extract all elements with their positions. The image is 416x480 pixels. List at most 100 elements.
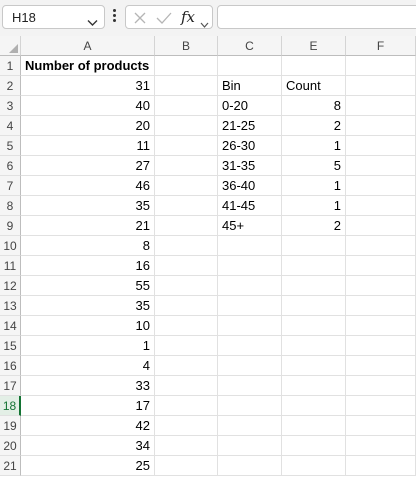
row-header[interactable]: 14 xyxy=(0,316,21,336)
cell-e2[interactable]: Count xyxy=(282,76,346,96)
cell-c18[interactable] xyxy=(218,396,282,416)
cell-c7[interactable]: 36-40 xyxy=(218,176,282,196)
column-header-f[interactable]: F xyxy=(346,36,416,56)
cell-b6[interactable] xyxy=(155,156,218,176)
cell-b15[interactable] xyxy=(155,336,218,356)
row-header[interactable]: 13 xyxy=(0,296,21,316)
cell-f17[interactable] xyxy=(346,376,416,396)
cell-f1[interactable] xyxy=(346,56,416,76)
cell-a16[interactable]: 4 xyxy=(21,356,155,376)
cell-e4[interactable]: 2 xyxy=(282,116,346,136)
cell-e14[interactable] xyxy=(282,316,346,336)
cell-a12[interactable]: 55 xyxy=(21,276,155,296)
cell-e9[interactable]: 2 xyxy=(282,216,346,236)
cell-f11[interactable] xyxy=(346,256,416,276)
cell-c13[interactable] xyxy=(218,296,282,316)
cell-a19[interactable]: 42 xyxy=(21,416,155,436)
cell-f5[interactable] xyxy=(346,136,416,156)
row-header[interactable]: 16 xyxy=(0,356,21,376)
cell-a10[interactable]: 8 xyxy=(21,236,155,256)
row-header[interactable]: 5 xyxy=(0,136,21,156)
cell-b3[interactable] xyxy=(155,96,218,116)
column-header-e[interactable]: E xyxy=(282,36,346,56)
cell-c4[interactable]: 21-25 xyxy=(218,116,282,136)
cell-b9[interactable] xyxy=(155,216,218,236)
cell-e5[interactable]: 1 xyxy=(282,136,346,156)
cell-f8[interactable] xyxy=(346,196,416,216)
cell-c6[interactable]: 31-35 xyxy=(218,156,282,176)
cell-a8[interactable]: 35 xyxy=(21,196,155,216)
cell-c10[interactable] xyxy=(218,236,282,256)
cell-a6[interactable]: 27 xyxy=(21,156,155,176)
select-all-button[interactable] xyxy=(0,36,21,56)
cell-e8[interactable]: 1 xyxy=(282,196,346,216)
cell-a9[interactable]: 21 xyxy=(21,216,155,236)
cell-e17[interactable] xyxy=(282,376,346,396)
cell-e10[interactable] xyxy=(282,236,346,256)
cell-b1[interactable] xyxy=(155,56,218,76)
row-header[interactable]: 20 xyxy=(0,436,21,456)
cell-c1[interactable] xyxy=(218,56,282,76)
column-header-b[interactable]: B xyxy=(155,36,218,56)
row-header[interactable]: 11 xyxy=(0,256,21,276)
row-header[interactable]: 2 xyxy=(0,76,21,96)
cell-c12[interactable] xyxy=(218,276,282,296)
chevron-down-icon[interactable] xyxy=(87,14,98,32)
row-header[interactable]: 17 xyxy=(0,376,21,396)
cell-f20[interactable] xyxy=(346,436,416,456)
cell-b2[interactable] xyxy=(155,76,218,96)
cell-e11[interactable] xyxy=(282,256,346,276)
cell-e1[interactable] xyxy=(282,56,346,76)
cell-b4[interactable] xyxy=(155,116,218,136)
cell-a7[interactable]: 46 xyxy=(21,176,155,196)
cell-e6[interactable]: 5 xyxy=(282,156,346,176)
cell-b17[interactable] xyxy=(155,376,218,396)
cell-f4[interactable] xyxy=(346,116,416,136)
cell-a3[interactable]: 40 xyxy=(21,96,155,116)
cell-c8[interactable]: 41-45 xyxy=(218,196,282,216)
cell-c17[interactable] xyxy=(218,376,282,396)
cell-c14[interactable] xyxy=(218,316,282,336)
cell-f9[interactable] xyxy=(346,216,416,236)
cell-e15[interactable] xyxy=(282,336,346,356)
cell-c20[interactable] xyxy=(218,436,282,456)
row-header[interactable]: 10 xyxy=(0,236,21,256)
cell-b8[interactable] xyxy=(155,196,218,216)
more-options-icon[interactable] xyxy=(112,9,118,27)
cell-c11[interactable] xyxy=(218,256,282,276)
row-header[interactable]: 6 xyxy=(0,156,21,176)
row-header[interactable]: 7 xyxy=(0,176,21,196)
cell-b16[interactable] xyxy=(155,356,218,376)
cell-b12[interactable] xyxy=(155,276,218,296)
cell-a18[interactable]: 17 xyxy=(21,396,155,416)
cell-e19[interactable] xyxy=(282,416,346,436)
cell-a15[interactable]: 1 xyxy=(21,336,155,356)
cell-c21[interactable] xyxy=(218,456,282,476)
cell-f13[interactable] xyxy=(346,296,416,316)
chevron-down-icon[interactable] xyxy=(200,15,209,33)
cell-b21[interactable] xyxy=(155,456,218,476)
cell-a20[interactable]: 34 xyxy=(21,436,155,456)
cell-b14[interactable] xyxy=(155,316,218,336)
cell-f2[interactable] xyxy=(346,76,416,96)
cell-a4[interactable]: 20 xyxy=(21,116,155,136)
row-header[interactable]: 1 xyxy=(0,56,21,76)
cell-b18[interactable] xyxy=(155,396,218,416)
cell-c16[interactable] xyxy=(218,356,282,376)
cell-f15[interactable] xyxy=(346,336,416,356)
row-header[interactable]: 3 xyxy=(0,96,21,116)
cell-f10[interactable] xyxy=(346,236,416,256)
row-header[interactable]: 9 xyxy=(0,216,21,236)
cell-c5[interactable]: 26-30 xyxy=(218,136,282,156)
cancel-icon[interactable] xyxy=(133,11,147,30)
cell-e21[interactable] xyxy=(282,456,346,476)
cell-c15[interactable] xyxy=(218,336,282,356)
cell-a13[interactable]: 35 xyxy=(21,296,155,316)
cell-e18[interactable] xyxy=(282,396,346,416)
insert-function-button[interactable]: fx xyxy=(181,8,196,26)
formula-input[interactable] xyxy=(217,5,416,29)
cell-a14[interactable]: 10 xyxy=(21,316,155,336)
cell-a5[interactable]: 11 xyxy=(21,136,155,156)
cell-e7[interactable]: 1 xyxy=(282,176,346,196)
cell-b20[interactable] xyxy=(155,436,218,456)
